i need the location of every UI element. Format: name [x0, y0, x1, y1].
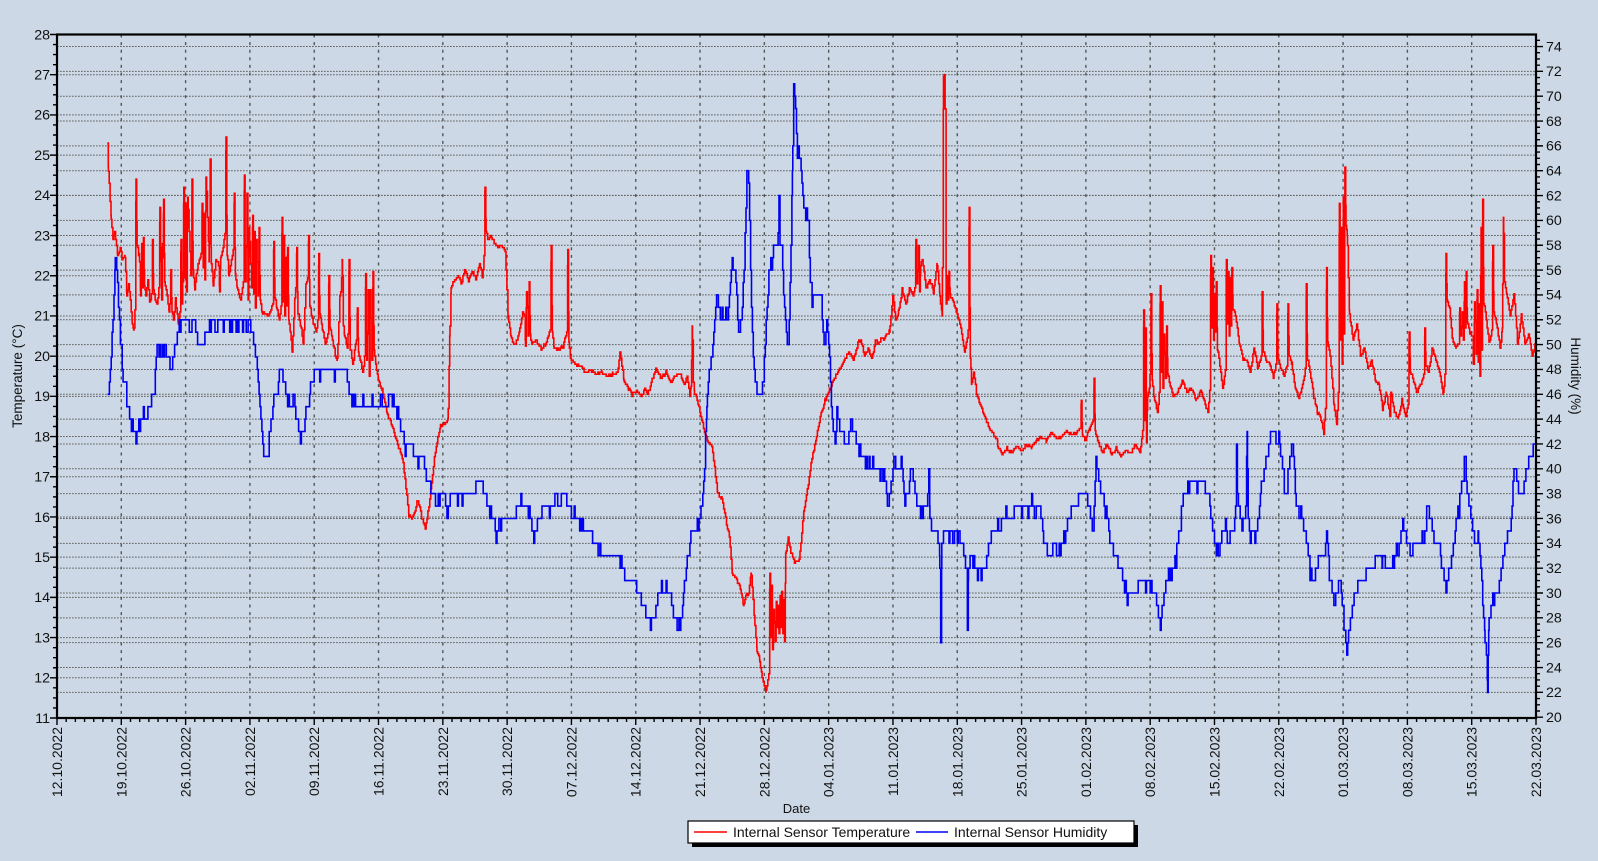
svg-text:22.02.2023: 22.02.2023: [1271, 727, 1287, 797]
svg-text:20: 20: [1546, 710, 1562, 726]
svg-text:21: 21: [34, 309, 50, 325]
svg-text:24: 24: [1546, 660, 1562, 676]
svg-text:11: 11: [35, 711, 50, 727]
svg-text:22.03.2023: 22.03.2023: [1528, 727, 1544, 797]
svg-text:Humidity (%): Humidity (%): [1568, 337, 1583, 414]
svg-text:19.10.2022: 19.10.2022: [113, 727, 129, 797]
svg-text:02.11.2022: 02.11.2022: [242, 727, 258, 796]
svg-text:23: 23: [34, 228, 50, 244]
svg-text:58: 58: [1546, 238, 1562, 254]
svg-text:25: 25: [34, 148, 50, 164]
svg-text:15.02.2023: 15.02.2023: [1206, 727, 1222, 797]
svg-text:09.11.2022: 09.11.2022: [306, 727, 322, 796]
svg-text:42: 42: [1546, 437, 1562, 453]
svg-text:30: 30: [1546, 586, 1562, 602]
svg-text:16: 16: [34, 510, 50, 526]
svg-text:62: 62: [1546, 188, 1562, 204]
svg-text:36: 36: [1546, 511, 1562, 527]
svg-text:Internal Sensor Temperature: Internal Sensor Temperature: [733, 824, 910, 840]
svg-text:34: 34: [1546, 536, 1562, 552]
svg-text:Internal Sensor Humidity: Internal Sensor Humidity: [954, 824, 1107, 840]
svg-text:64: 64: [1546, 163, 1562, 179]
svg-text:44: 44: [1546, 412, 1562, 428]
svg-text:48: 48: [1546, 362, 1562, 378]
svg-text:17: 17: [34, 470, 50, 486]
svg-text:28: 28: [34, 27, 50, 43]
svg-text:11.01.2023: 11.01.2023: [885, 727, 901, 796]
svg-text:54: 54: [1546, 288, 1562, 304]
svg-text:22: 22: [1546, 685, 1562, 701]
svg-text:12.10.2022: 12.10.2022: [49, 727, 65, 797]
svg-text:22: 22: [34, 268, 50, 284]
svg-text:Temperature (°C): Temperature (°C): [10, 324, 25, 428]
svg-text:32: 32: [1546, 561, 1562, 577]
svg-text:01.03.2023: 01.03.2023: [1335, 727, 1351, 797]
svg-text:26: 26: [34, 108, 50, 124]
svg-text:27: 27: [34, 67, 50, 83]
svg-text:15.03.2023: 15.03.2023: [1464, 727, 1480, 797]
svg-text:68: 68: [1546, 114, 1562, 130]
svg-text:66: 66: [1546, 139, 1562, 155]
svg-text:56: 56: [1546, 263, 1562, 279]
svg-text:15: 15: [34, 550, 50, 566]
svg-text:26.10.2022: 26.10.2022: [178, 727, 194, 797]
svg-text:Date: Date: [783, 801, 810, 816]
svg-text:28.12.2022: 28.12.2022: [756, 727, 772, 797]
svg-text:52: 52: [1546, 313, 1562, 329]
svg-text:25.01.2023: 25.01.2023: [1014, 727, 1030, 797]
svg-text:14.12.2022: 14.12.2022: [628, 727, 644, 797]
svg-text:13: 13: [34, 630, 50, 646]
svg-text:30.11.2022: 30.11.2022: [499, 727, 515, 796]
svg-text:18.01.2023: 18.01.2023: [949, 727, 965, 797]
svg-text:74: 74: [1546, 39, 1562, 55]
svg-text:01.02.2023: 01.02.2023: [1078, 727, 1094, 797]
svg-text:08.02.2023: 08.02.2023: [1142, 727, 1158, 797]
svg-text:07.12.2022: 07.12.2022: [563, 727, 579, 797]
svg-text:14: 14: [34, 590, 50, 606]
svg-text:26: 26: [1546, 635, 1562, 651]
svg-text:60: 60: [1546, 213, 1562, 229]
svg-text:23.11.2022: 23.11.2022: [435, 727, 451, 796]
svg-text:28: 28: [1546, 611, 1562, 627]
svg-text:12: 12: [34, 671, 50, 687]
svg-text:20: 20: [34, 349, 50, 365]
svg-text:18: 18: [34, 429, 50, 445]
svg-text:46: 46: [1546, 387, 1562, 403]
svg-text:19: 19: [34, 389, 50, 405]
svg-text:70: 70: [1546, 89, 1562, 105]
svg-text:21.12.2022: 21.12.2022: [692, 727, 708, 797]
svg-text:08.03.2023: 08.03.2023: [1399, 727, 1415, 797]
svg-text:50: 50: [1546, 337, 1562, 353]
svg-text:16.11.2022: 16.11.2022: [371, 727, 387, 796]
svg-text:40: 40: [1546, 462, 1562, 478]
svg-text:38: 38: [1546, 486, 1562, 502]
svg-text:72: 72: [1546, 64, 1562, 80]
svg-text:04.01.2023: 04.01.2023: [821, 727, 837, 797]
svg-text:24: 24: [34, 188, 50, 204]
